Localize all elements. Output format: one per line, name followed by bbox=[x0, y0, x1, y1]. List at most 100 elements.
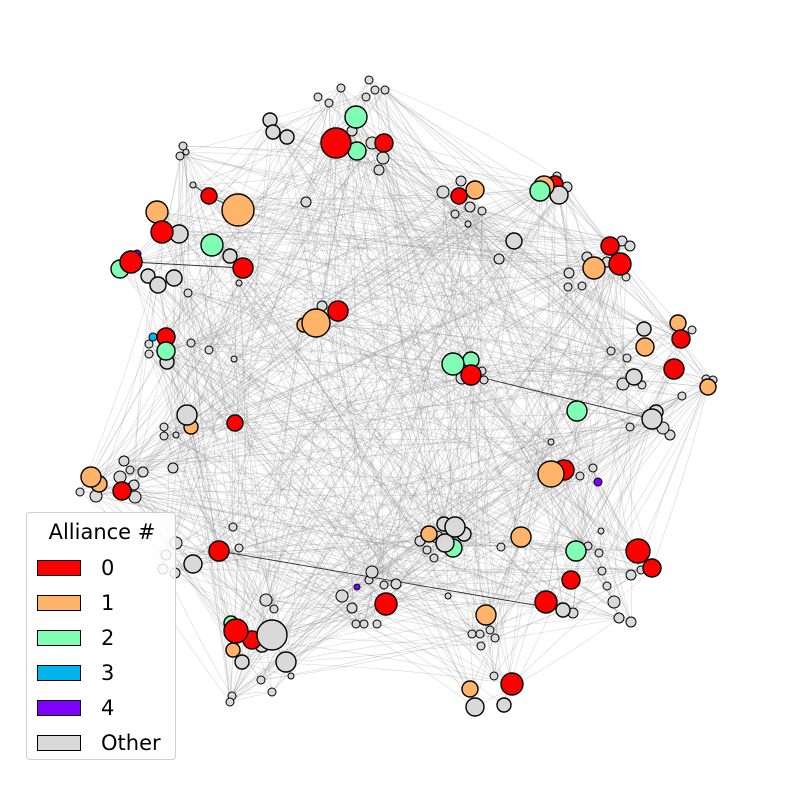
edge bbox=[305, 201, 357, 625]
edge bbox=[447, 263, 621, 597]
edge bbox=[186, 346, 646, 416]
edge bbox=[161, 231, 378, 625]
edge-layer bbox=[79, 79, 714, 708]
edge bbox=[187, 184, 194, 294]
edge bbox=[156, 211, 500, 260]
node-other bbox=[125, 465, 135, 475]
legend-swatch-other bbox=[37, 735, 81, 751]
node-alliance-1 bbox=[461, 680, 479, 698]
node-other bbox=[365, 565, 379, 579]
edge bbox=[371, 142, 628, 359]
node-other bbox=[189, 181, 197, 189]
edge bbox=[192, 184, 600, 554]
node-other bbox=[183, 554, 203, 574]
edge bbox=[481, 210, 628, 359]
node-alliance-0 bbox=[374, 133, 394, 153]
node-alliance-2 bbox=[441, 352, 465, 376]
edge bbox=[211, 169, 380, 246]
edge bbox=[443, 346, 646, 525]
node-other bbox=[351, 619, 361, 629]
edge bbox=[545, 240, 623, 603]
edge bbox=[385, 569, 642, 605]
edge bbox=[175, 185, 545, 436]
edge bbox=[436, 183, 556, 538]
edge bbox=[365, 96, 462, 182]
edge bbox=[90, 210, 483, 478]
edge bbox=[340, 87, 491, 631]
node-other bbox=[137, 466, 149, 478]
edge bbox=[235, 87, 342, 632]
edge bbox=[148, 353, 357, 625]
edge bbox=[142, 245, 631, 473]
edge bbox=[305, 201, 608, 263]
edge bbox=[479, 357, 628, 635]
edge bbox=[474, 617, 620, 708]
edge bbox=[121, 490, 572, 581]
edge bbox=[185, 151, 275, 610]
node-other bbox=[256, 675, 266, 685]
edge bbox=[629, 386, 709, 428]
node-alliance-0 bbox=[663, 358, 685, 380]
edge bbox=[385, 550, 577, 605]
edge bbox=[238, 213, 456, 549]
edge bbox=[152, 292, 189, 338]
edge bbox=[625, 276, 709, 388]
node-alliance-1 bbox=[699, 378, 717, 396]
edge bbox=[79, 244, 213, 493]
edge bbox=[271, 370, 483, 693]
edge bbox=[340, 87, 462, 182]
edge bbox=[575, 418, 653, 552]
node-other bbox=[183, 288, 193, 298]
edge bbox=[334, 142, 357, 625]
node-other bbox=[372, 619, 382, 629]
edge bbox=[483, 379, 505, 706]
edge bbox=[175, 542, 387, 605]
edge bbox=[286, 136, 445, 525]
edge bbox=[211, 142, 337, 246]
edge bbox=[443, 377, 463, 525]
edge bbox=[166, 136, 288, 363]
edge bbox=[480, 379, 714, 647]
edge bbox=[600, 530, 632, 623]
edge bbox=[148, 353, 635, 383]
legend: Alliance # 0 1 2 3 4 Other bbox=[26, 512, 176, 760]
edge bbox=[218, 550, 564, 611]
edge bbox=[165, 336, 397, 585]
edge bbox=[119, 329, 693, 478]
edge bbox=[566, 186, 588, 258]
edge bbox=[218, 370, 483, 552]
edge bbox=[130, 180, 462, 263]
edge bbox=[637, 378, 707, 552]
edge bbox=[172, 142, 373, 469]
edge bbox=[229, 255, 454, 549]
edge bbox=[231, 542, 446, 697]
edge bbox=[98, 483, 476, 708]
edge bbox=[382, 157, 435, 559]
edge bbox=[133, 481, 599, 497]
edge bbox=[241, 614, 487, 663]
edge bbox=[452, 363, 709, 388]
edge bbox=[458, 195, 612, 352]
edge bbox=[238, 473, 552, 549]
edge bbox=[142, 471, 482, 647]
node-other bbox=[380, 85, 390, 95]
edge bbox=[454, 213, 628, 359]
edge bbox=[335, 142, 472, 361]
edge bbox=[351, 130, 356, 609]
edge bbox=[178, 233, 233, 697]
edge bbox=[550, 395, 683, 443]
legend-label-alliance-3: 3 bbox=[101, 661, 115, 685]
edge bbox=[130, 258, 621, 265]
edge bbox=[174, 572, 482, 647]
edge bbox=[133, 484, 267, 601]
edge bbox=[265, 584, 385, 601]
legend-swatch-alliance-3 bbox=[37, 665, 81, 681]
edge bbox=[123, 460, 449, 597]
edge bbox=[157, 119, 271, 286]
edge bbox=[208, 195, 445, 525]
edge bbox=[238, 282, 612, 352]
edge bbox=[237, 195, 460, 211]
node-alliance-1 bbox=[301, 308, 331, 338]
edge bbox=[238, 282, 476, 708]
node-other bbox=[613, 612, 625, 624]
